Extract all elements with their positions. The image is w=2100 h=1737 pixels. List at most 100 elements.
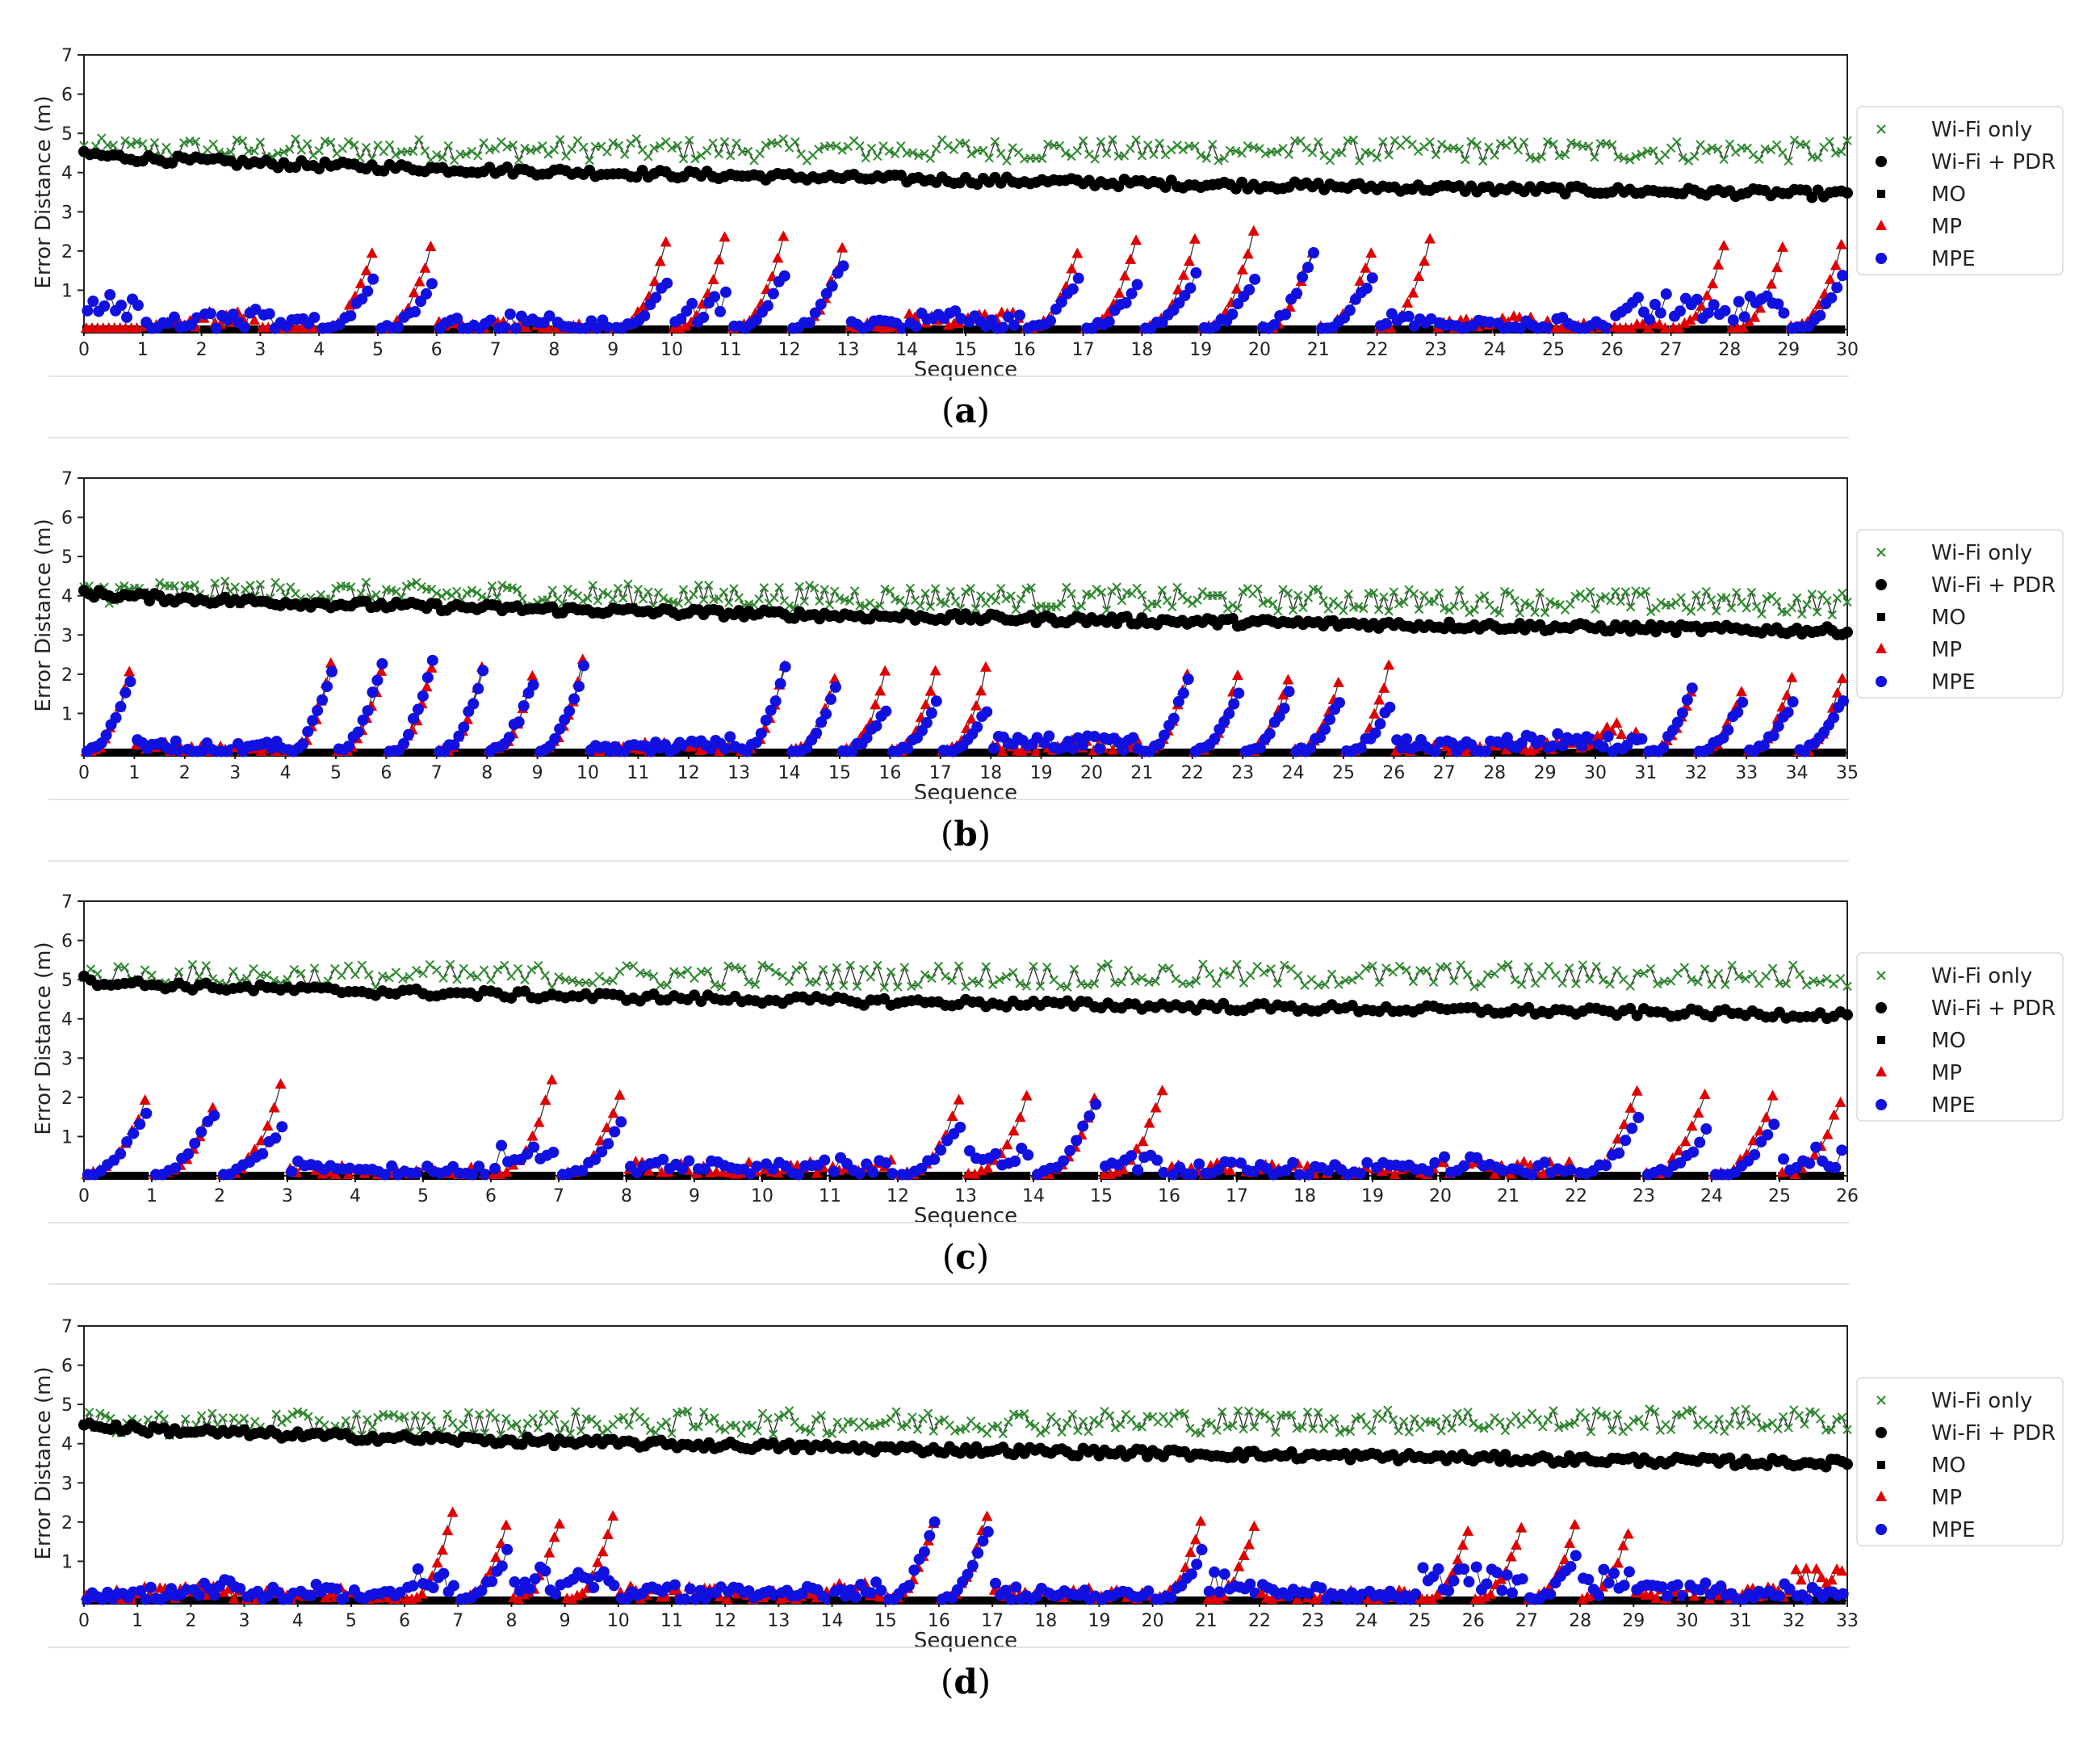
mp-point xyxy=(1424,233,1436,244)
mp-point xyxy=(1830,259,1842,270)
mp-point xyxy=(1369,708,1380,719)
wifi-only-point xyxy=(444,142,452,150)
mpe-point xyxy=(518,700,530,711)
mpe-point xyxy=(1778,308,1789,319)
y-tick-label: 1 xyxy=(61,704,73,724)
wifi-only-point xyxy=(1479,157,1487,165)
mpe-point xyxy=(804,317,815,329)
x-tick-label: 3 xyxy=(229,763,241,783)
mp-point xyxy=(836,242,848,253)
mp-point xyxy=(975,685,987,695)
mpe-point xyxy=(1291,287,1302,299)
x-tick-label: 4 xyxy=(350,1186,361,1206)
x-tick-label: 3 xyxy=(254,340,266,360)
mo-point xyxy=(1249,325,1257,334)
mp-point xyxy=(708,274,719,284)
wifi-only-point xyxy=(1304,594,1312,602)
mp-point xyxy=(425,241,437,251)
wifi-only-point xyxy=(1284,589,1292,598)
wifi-only-point xyxy=(703,147,711,155)
x-tick-label: 25 xyxy=(1332,763,1355,783)
mp-point xyxy=(1373,694,1385,704)
wifi-only-point xyxy=(962,588,970,596)
x-tick-label: 23 xyxy=(1633,1186,1655,1206)
x-tick-label: 1 xyxy=(137,340,149,360)
wifi-only-point xyxy=(1732,149,1740,157)
mpe-point xyxy=(1783,707,1794,718)
x-tick-label: 1 xyxy=(128,763,140,783)
x-tick-label: 30 xyxy=(1836,340,1859,360)
wifi-only-point xyxy=(621,150,629,158)
x-tick-label: 19 xyxy=(1189,340,1212,360)
mpe-point xyxy=(1828,712,1839,724)
wifi-only-point xyxy=(1431,151,1440,159)
mpe-point xyxy=(367,274,379,285)
wifi-only-point xyxy=(800,597,808,605)
wifi-only-point xyxy=(550,146,558,154)
wifi-only-line xyxy=(84,964,1847,988)
x-tick-label: 26 xyxy=(1382,763,1405,783)
mpe-point xyxy=(1089,731,1100,742)
wifi-only-point xyxy=(725,598,733,606)
mo-point xyxy=(1838,749,1846,757)
wifi-only-point xyxy=(1677,594,1685,602)
x-tick-label: 20 xyxy=(1429,1186,1452,1206)
wifi-only-point xyxy=(1616,598,1624,606)
mpe-point xyxy=(1104,317,1115,328)
mpe-point xyxy=(101,729,112,741)
wifi-only-point xyxy=(1073,147,1081,155)
wifi-only-point xyxy=(509,141,517,149)
wifi-only-point xyxy=(795,582,803,590)
mpe-point xyxy=(467,699,479,710)
mpe-point xyxy=(825,694,836,705)
mpe-point xyxy=(1280,309,1291,321)
x-tick-label: 6 xyxy=(485,1186,497,1206)
mpe-point xyxy=(297,738,308,749)
mp-point xyxy=(1749,312,1760,322)
mpe-point xyxy=(756,728,767,739)
mp-point xyxy=(1248,225,1260,236)
mpe-point xyxy=(132,300,144,311)
wifi-only-point xyxy=(1426,138,1434,146)
mpe-point xyxy=(1831,282,1842,293)
wifi-only-point xyxy=(474,152,482,160)
wifi-only-point xyxy=(705,581,713,589)
wifi-only-point xyxy=(1168,603,1176,611)
x-tick-label: 18 xyxy=(1130,340,1153,360)
wifi-only-point xyxy=(1254,585,1262,593)
x-tick-label: 15 xyxy=(1090,1186,1113,1206)
mo-point xyxy=(838,325,846,334)
mpe-point xyxy=(1732,707,1743,718)
wifi-only-point xyxy=(897,142,905,150)
mpe-point xyxy=(926,707,937,719)
x-tick-label: 23 xyxy=(1231,763,1254,783)
wifi-only-point xyxy=(932,585,940,593)
wifi-only-point xyxy=(304,140,312,148)
mpe-point xyxy=(513,716,525,728)
wifi-only-point xyxy=(1103,149,1111,157)
x-tick-label: 15 xyxy=(828,763,851,783)
mp-point xyxy=(970,700,982,711)
wifi-only-point xyxy=(1375,606,1383,614)
x-tick-label: 5 xyxy=(417,1186,429,1206)
x-tick-label: 19 xyxy=(1030,763,1053,783)
wifi-only-point xyxy=(1063,583,1071,591)
mpe-point xyxy=(1403,311,1415,322)
mpe-point xyxy=(709,291,720,302)
x-tick-label: 12 xyxy=(887,1186,909,1206)
mpe-point xyxy=(1838,695,1849,707)
wifi-only-point xyxy=(1344,590,1352,598)
wifi-only-point xyxy=(453,587,461,595)
mp-point xyxy=(1237,264,1248,275)
wifi-only-point xyxy=(1621,588,1629,596)
mpe-point xyxy=(505,308,516,320)
wifi-only-point xyxy=(1531,608,1539,616)
wifi-only-point xyxy=(826,601,834,609)
wifi-only-point xyxy=(86,965,94,973)
wifi-only-point xyxy=(1520,138,1528,146)
mp-point xyxy=(772,252,783,262)
wifi-only-point xyxy=(150,139,158,147)
wifi-only-point xyxy=(256,581,264,589)
wifi-only-point xyxy=(580,143,588,151)
